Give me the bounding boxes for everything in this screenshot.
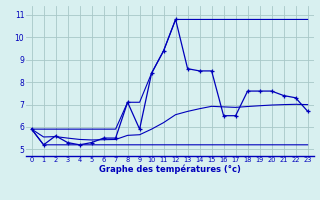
X-axis label: Graphe des températures (°c): Graphe des températures (°c) — [99, 165, 241, 174]
